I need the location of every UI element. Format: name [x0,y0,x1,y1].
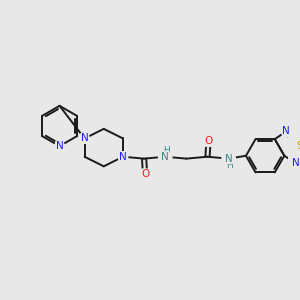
Circle shape [291,159,300,168]
Text: N: N [292,158,300,168]
Circle shape [295,141,300,150]
Text: N: N [81,134,88,143]
Circle shape [158,150,172,164]
Circle shape [80,134,89,143]
Circle shape [222,152,236,165]
Text: N: N [225,154,232,164]
Circle shape [118,152,128,161]
Text: N: N [119,152,127,162]
Circle shape [204,136,213,146]
Circle shape [55,141,64,151]
Text: N: N [282,126,290,136]
Text: O: O [204,136,213,146]
Text: S: S [296,140,300,151]
Circle shape [140,169,150,179]
Circle shape [281,127,291,136]
Text: N: N [56,141,63,151]
Text: H: H [163,146,169,155]
Text: O: O [141,169,149,179]
Text: N: N [161,152,169,162]
Text: H: H [226,161,233,170]
